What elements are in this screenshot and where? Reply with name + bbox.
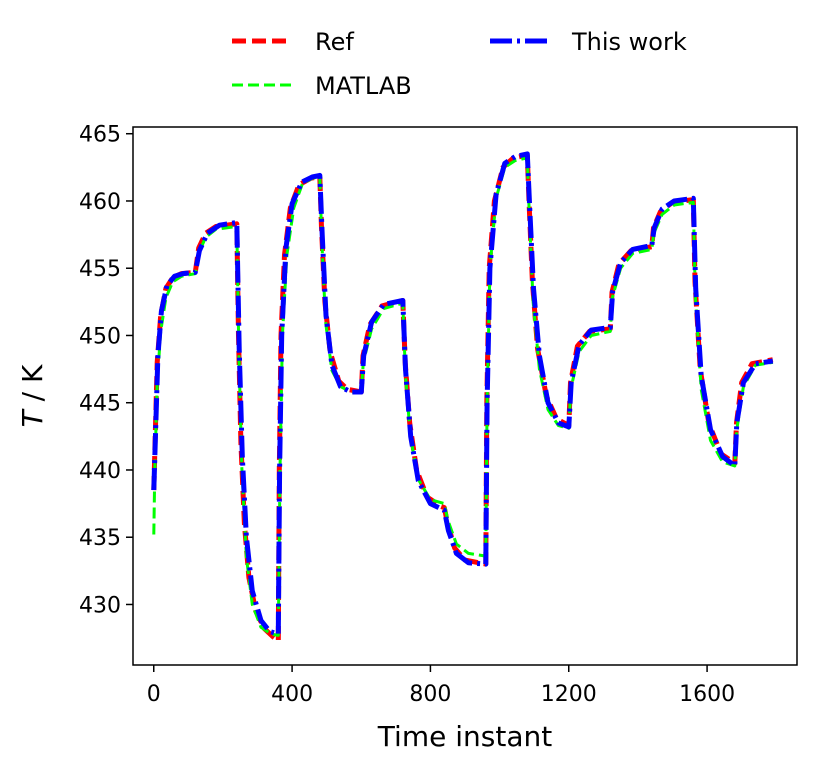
x-tick-label: 800	[409, 682, 451, 707]
y-tick-label: 445	[79, 392, 121, 417]
y-tick-label: 460	[79, 190, 121, 215]
legend-entry-ref: Ref	[232, 28, 354, 56]
y-tick-label: 430	[79, 593, 121, 618]
y-tick-label: 435	[79, 526, 121, 551]
tick-layer: 0 400 800 1200 1600 430 435 440 445 450 455 460 465	[79, 123, 735, 707]
series-layer	[151, 151, 774, 644]
series-line-matlab	[152, 156, 774, 637]
legend-label-this-work: This work	[571, 28, 687, 56]
x-tick-label: 0	[147, 682, 161, 707]
x-tick-label: 1600	[679, 682, 735, 707]
legend-entry-this-work: This work	[490, 28, 687, 56]
x-tick-label: 1200	[541, 682, 597, 707]
legend-entry-matlab: MATLAB	[232, 72, 412, 100]
legend: Ref MATLAB This work	[232, 28, 687, 100]
x-axis-title: Time instant	[377, 720, 552, 753]
x-tick-label: 400	[271, 682, 313, 707]
y-axis-title-unit: / K	[16, 364, 49, 410]
plot-frame	[132, 126, 798, 666]
y-axis-title-symbol: T	[16, 408, 49, 427]
series-line-this-work	[151, 151, 774, 637]
y-tick-label: 455	[79, 257, 121, 282]
legend-label-ref: Ref	[315, 28, 354, 56]
legend-label-matlab: MATLAB	[315, 72, 412, 100]
y-tick-label: 440	[79, 459, 121, 484]
y-axis-title: T / K	[16, 364, 49, 427]
y-tick-label: 450	[79, 324, 121, 349]
y-tick-label: 465	[79, 123, 121, 148]
